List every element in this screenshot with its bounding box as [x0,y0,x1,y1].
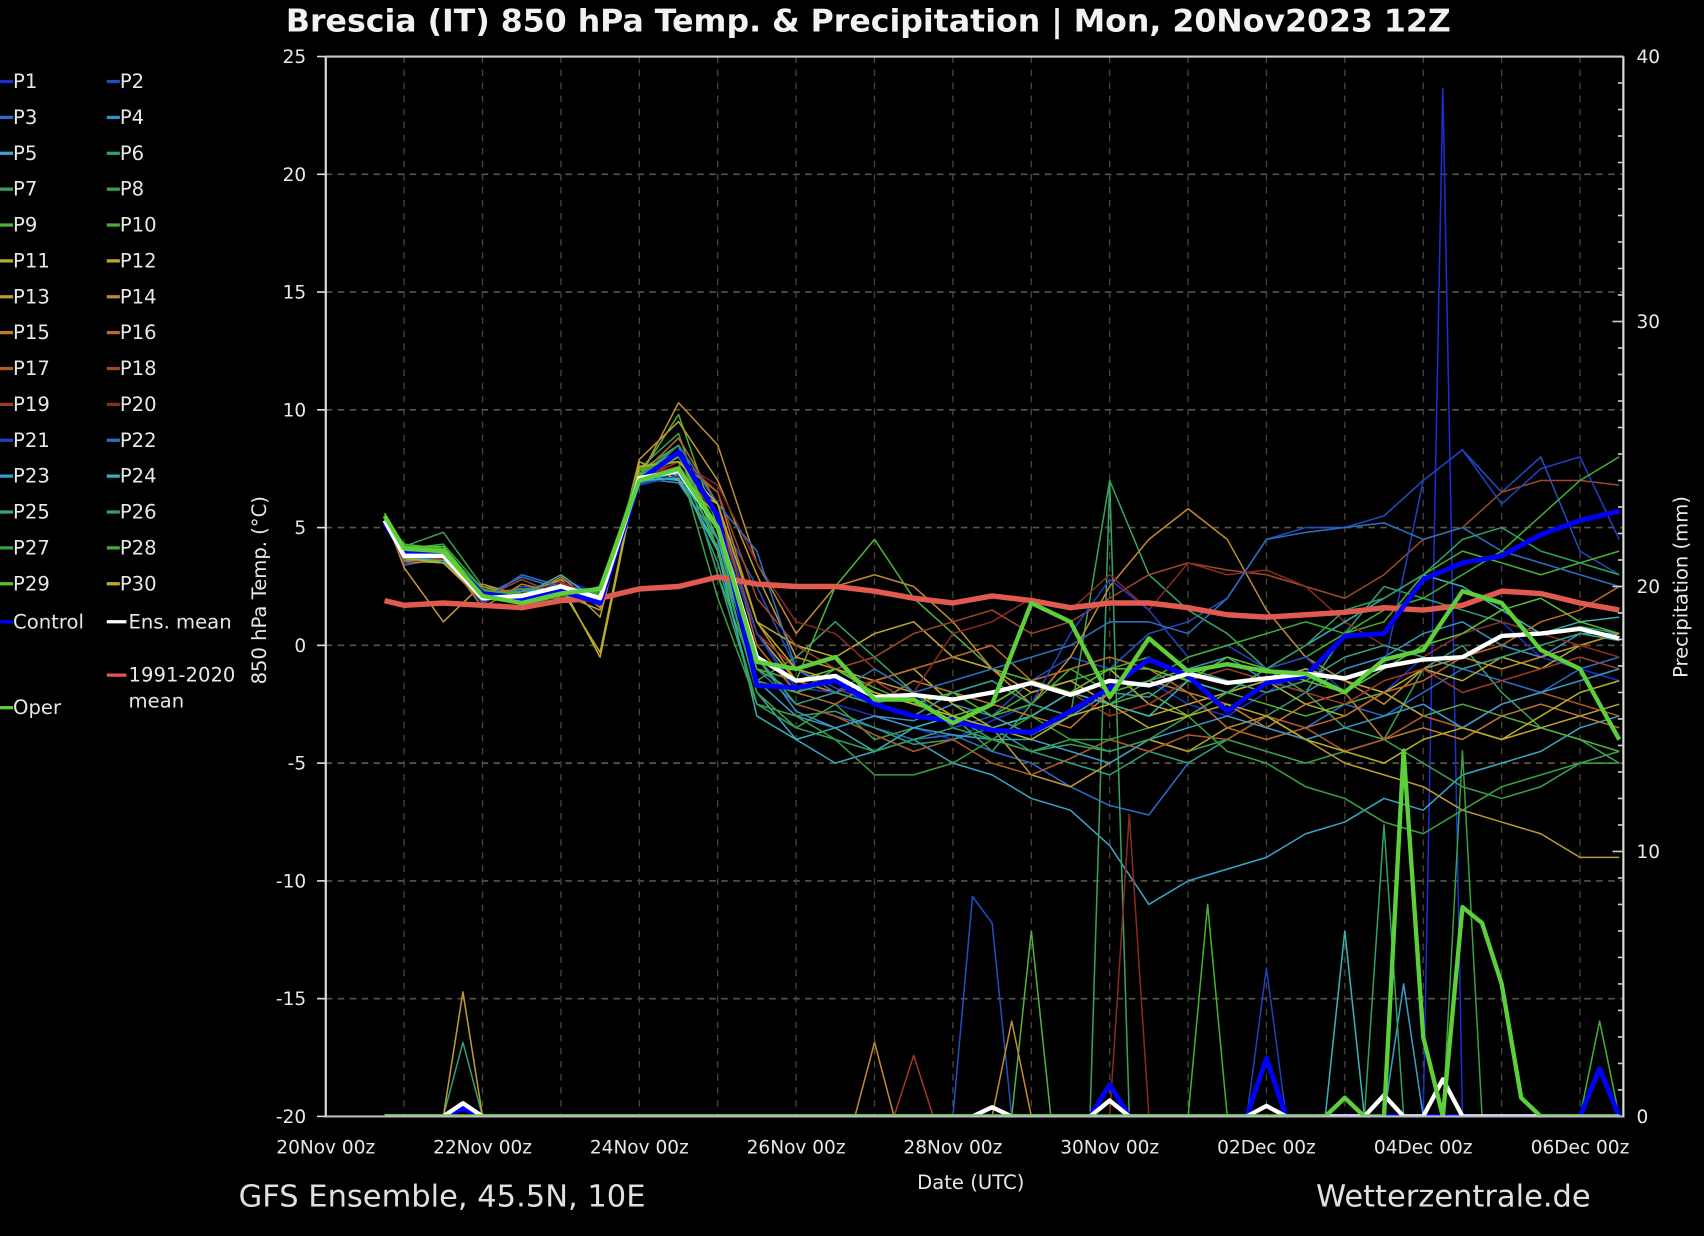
footer-source: Wetterzentrale.de [1316,1180,1591,1215]
x-tick-label: 24Nov 00z [590,1137,689,1158]
y-tick-label: 20 [283,165,307,186]
legend-label-control: Control [13,610,84,633]
legend-label-p24: P24 [120,465,157,488]
legend-label-p23: P23 [13,465,50,488]
x-tick-label: 02Dec 00z [1217,1137,1316,1158]
legend-label-p13: P13 [13,285,50,308]
y2-tick-label: 30 [1636,312,1660,333]
y2-tick-label: 20 [1636,577,1660,598]
grid [325,56,1624,1117]
legend-label-p7: P7 [13,178,37,201]
x-tick-label: 06Dec 00z [1531,1137,1630,1158]
legend-label-p2: P2 [120,70,144,93]
legend-label-p25: P25 [13,501,50,524]
y-tick-label: -10 [276,871,306,892]
legend-label-p8: P8 [120,178,144,201]
legend-label-p3: P3 [13,106,37,129]
x-axis-label: Date (UTC) [917,1171,1024,1194]
tick-labels: 25 20 15 10 5 0 -5 -10 -15 -20 20Nov 00z 22Nov 00z 2… [276,47,1660,1158]
legend-label-p11: P11 [13,249,50,272]
y-tick-label: 0 [294,636,306,657]
temp-line-control [382,449,1620,735]
x-tick-label: 30Nov 00z [1060,1137,1159,1158]
legend-label-p15: P15 [13,321,50,344]
y-tick-label: 10 [283,400,307,421]
legend-label-p26: P26 [120,501,157,524]
legend-label-p18: P18 [120,357,157,380]
y-tick-label: -20 [276,1107,306,1128]
x-tick-label: 20Nov 00z [276,1137,375,1158]
legend-label-p27: P27 [13,536,50,559]
y-axis-label: 850 hPa Temp. (°C) [248,496,271,684]
legend-label-p17: P17 [13,357,50,380]
legend-label-p14: P14 [120,285,157,308]
legend-label-p1: P1 [13,70,37,93]
y2-axis-label: Precipitation (mm) [1670,496,1693,678]
y-tick-label: -15 [276,989,306,1010]
legend: P1 P2 P3 P4 P5 P6 P7 P8 P9 P10 P11 P12 P13 P14 P15 P16 P… [0,70,235,719]
legend-label-p9: P9 [13,214,37,237]
x-tick-label: 04Dec 00z [1374,1137,1473,1158]
legend-label-p28: P28 [120,536,157,559]
y2-tick-label: 40 [1636,47,1660,68]
legend-label-p16: P16 [120,321,157,344]
legend-label-p6: P6 [120,142,144,165]
axes [324,55,1625,1118]
legend-label-p29: P29 [13,572,50,595]
x-tick-label: 26Nov 00z [747,1137,846,1158]
legend-label-p4: P4 [120,106,144,129]
legend-label-p12: P12 [120,249,157,272]
legend-label-p22: P22 [120,429,157,452]
y2-tick-label: 0 [1636,1107,1648,1128]
x-tick-label: 28Nov 00z [903,1137,1002,1158]
legend-label-p20: P20 [120,393,157,416]
legend-label-p10: P10 [120,214,157,237]
y-tick-label: 25 [283,47,307,68]
temp-line-clim [383,574,1620,620]
legend-label-oper: Oper [13,696,62,719]
legend-label-p19: P19 [13,393,50,416]
footer-model-info: GFS Ensemble, 45.5N, 10E [239,1180,646,1215]
legend-label-p21: P21 [13,429,50,452]
y2-tick-label: 10 [1636,842,1660,863]
y-tick-label: 15 [283,283,307,304]
y-tick-label: -5 [288,754,306,775]
temp-line-p22 [383,444,1620,694]
temp-line-oper [382,466,1622,741]
legend-label-p30: P30 [120,572,157,595]
legend-label-p5: P5 [13,142,37,165]
x-tick-label: 22Nov 00z [433,1137,532,1158]
y-tick-label: 5 [294,518,306,539]
legend-label-mean: Ens. mean [129,610,232,633]
chart-title: Brescia (IT) 850 hPa Temp. & Precipitati… [286,4,1451,41]
